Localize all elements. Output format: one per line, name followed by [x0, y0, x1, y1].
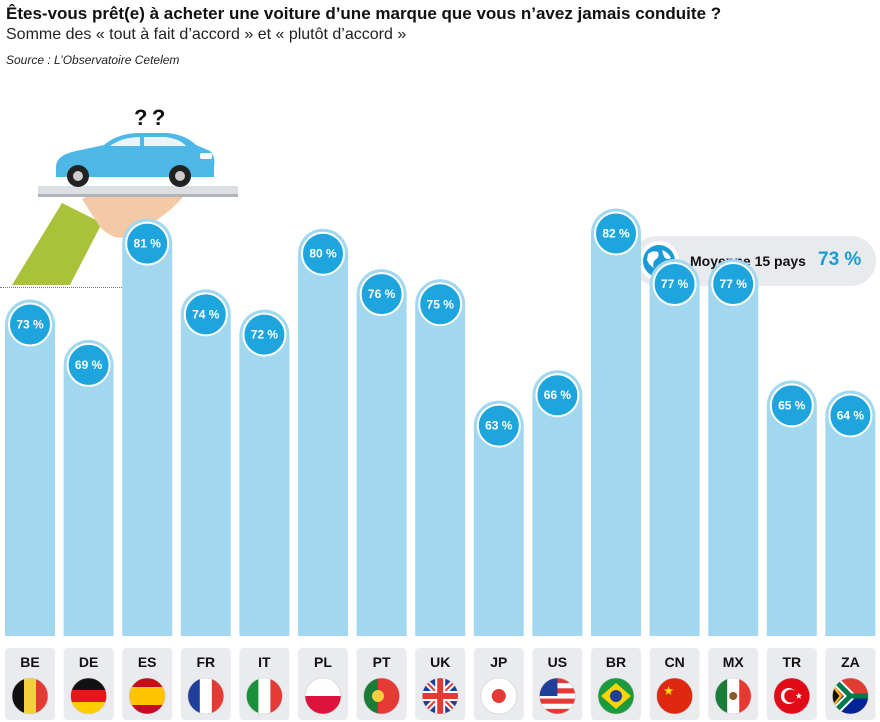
value-bubble	[769, 383, 814, 428]
bar-mx	[708, 259, 759, 636]
country-code: IT	[258, 654, 271, 670]
bar-pl	[298, 228, 348, 636]
flag-it-icon	[246, 677, 283, 715]
value-label: 73 %	[16, 317, 44, 331]
value-bubble	[652, 262, 697, 307]
value-label: 66 %	[544, 388, 572, 402]
value-bubble	[242, 312, 287, 357]
country-code: US	[548, 654, 567, 670]
value-label: 77 %	[720, 277, 748, 291]
country-code: PT	[373, 654, 391, 670]
flag-pt-icon	[363, 677, 400, 715]
value-label: 80 %	[309, 247, 337, 261]
bar-fr	[180, 289, 231, 636]
value-bubble	[183, 292, 228, 337]
country-code: JP	[490, 654, 507, 670]
bar-be	[5, 299, 55, 636]
country-code: DE	[79, 654, 98, 670]
flag-cn-icon	[656, 677, 693, 715]
chart-source: Source : L’Observatoire Cetelem	[6, 53, 180, 67]
value-label: 74 %	[192, 307, 220, 321]
bar-es	[122, 218, 173, 636]
country-code: BE	[20, 654, 39, 670]
flag-de-icon	[70, 677, 107, 715]
country-code: TR	[782, 654, 801, 670]
car-tray-illustration: ? ?	[12, 105, 238, 285]
value-label: 76 %	[368, 287, 396, 301]
bar-za	[825, 390, 876, 636]
country-code: PL	[314, 654, 332, 670]
value-label: 64 %	[837, 408, 865, 422]
flag-pl-icon	[304, 677, 342, 715]
value-bubble	[594, 211, 638, 256]
bar-tr	[766, 380, 817, 636]
flag-be-icon	[11, 677, 49, 715]
chart-title: Êtes-vous prêt(e) à acheter une voiture …	[6, 4, 722, 23]
flag-jp-icon	[480, 677, 518, 715]
value-label: 81 %	[134, 237, 162, 251]
country-code: FR	[196, 654, 215, 670]
chart-subtitle: Somme des « tout à fait d’accord » et « …	[6, 26, 407, 43]
value-bubble	[359, 272, 404, 317]
question-marks: ? ?	[134, 105, 165, 130]
flag-es-icon	[128, 677, 166, 715]
value-label: 75 %	[427, 297, 455, 311]
country-code: ES	[138, 654, 157, 670]
value-label: 65 %	[778, 398, 806, 412]
flag-us-icon	[539, 677, 576, 715]
value-bubble	[828, 393, 873, 438]
hand-shape	[82, 193, 185, 238]
country-code: BR	[606, 654, 626, 670]
flag-tr-icon	[773, 677, 811, 715]
bar-pt	[356, 269, 407, 636]
value-bubble	[535, 373, 580, 418]
dotted-divider	[0, 287, 126, 288]
bar-cn	[649, 259, 700, 636]
value-bubble	[301, 231, 345, 276]
bar-jp	[473, 400, 524, 636]
value-bubble	[125, 221, 170, 266]
tray-shape	[38, 186, 238, 194]
flag-za-icon	[832, 677, 869, 715]
average-value: 73 %	[818, 249, 862, 270]
flag-br-icon	[597, 677, 635, 715]
country-code: UK	[430, 654, 450, 670]
country-code: ZA	[841, 654, 860, 670]
value-label: 63 %	[485, 419, 513, 433]
country-code: MX	[723, 654, 745, 670]
bar-br	[591, 208, 641, 637]
value-bubble	[711, 262, 756, 307]
value-bubble	[66, 342, 111, 387]
value-bubble	[8, 302, 52, 347]
flag-mx-icon	[714, 677, 752, 715]
flag-fr-icon	[187, 677, 225, 715]
value-label: 82 %	[602, 226, 630, 240]
bar-it	[239, 309, 290, 636]
value-label: 72 %	[251, 328, 279, 342]
value-label: 69 %	[75, 358, 103, 372]
bar-de	[63, 339, 114, 636]
flag-uk-icon	[421, 677, 459, 715]
sleeve-shape	[12, 203, 102, 285]
bar-uk	[415, 279, 466, 636]
country-code: CN	[664, 654, 684, 670]
value-bubble	[418, 282, 463, 327]
value-label: 77 %	[661, 277, 689, 291]
value-bubble	[476, 403, 521, 448]
bar-us	[532, 370, 583, 636]
